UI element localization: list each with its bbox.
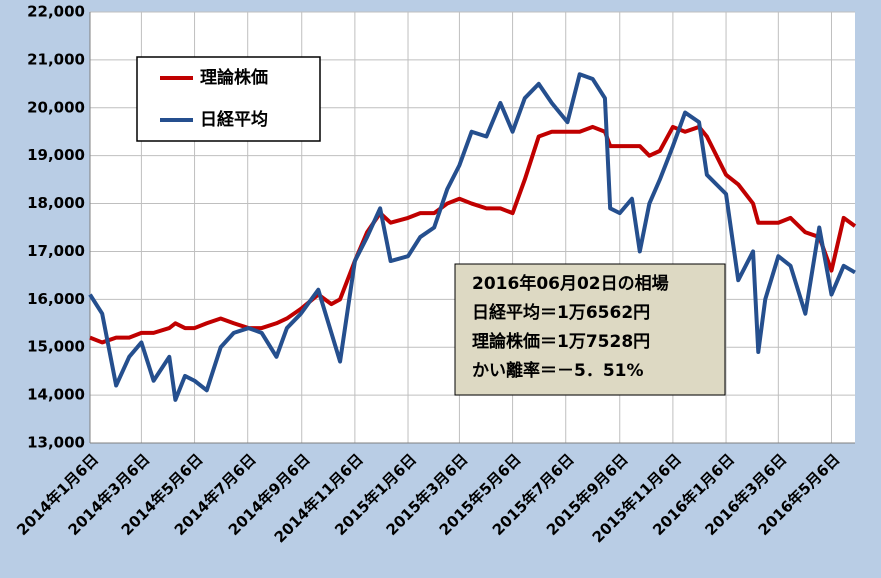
annotation-text: かい離率＝－5．51% [472, 360, 644, 381]
y-tick-label: 19,000 [27, 146, 85, 164]
y-tick-label: 21,000 [27, 50, 85, 68]
annotation-box [454, 263, 726, 396]
series-line [89, 124, 857, 345]
y-tick-label: 13,000 [27, 434, 85, 452]
y-tick-label: 20,000 [27, 98, 85, 116]
y-tick-label: 16,000 [27, 290, 85, 308]
y-tick-label: 17,000 [27, 242, 85, 260]
legend-label: 日経平均 [200, 109, 268, 130]
legend-label: 理論株価 [200, 67, 268, 88]
y-tick-label: 14,000 [27, 386, 85, 404]
y-tick-label: 15,000 [27, 338, 85, 356]
annotation-text: 2016年06月02日の相場 [472, 273, 669, 294]
y-tick-label: 22,000 [27, 3, 85, 21]
annotation-text: 日経平均＝1万6562円 [472, 302, 650, 323]
y-tick-label: 18,000 [27, 194, 85, 212]
legend [136, 56, 321, 142]
annotation-text: 理論株価＝1万7528円 [472, 331, 650, 352]
series-line [88, 72, 857, 402]
